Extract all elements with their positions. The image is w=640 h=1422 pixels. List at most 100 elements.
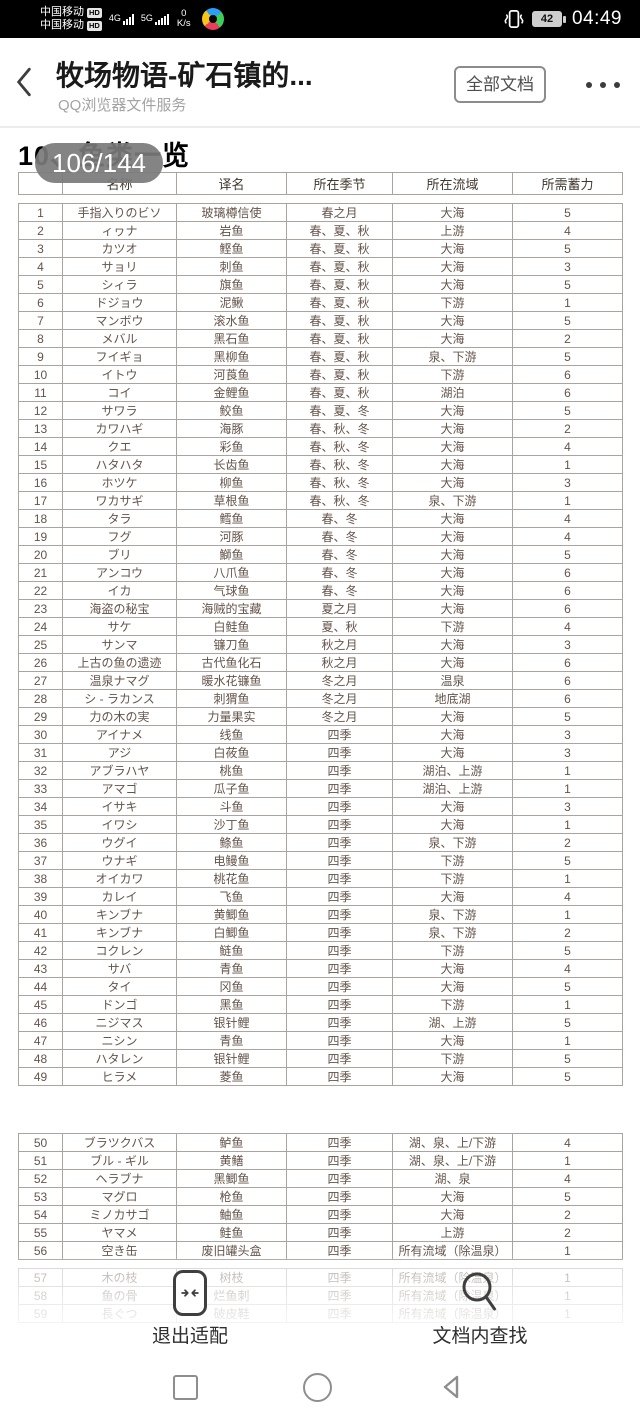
exit-fit-label: 退出适配 [151,1326,228,1347]
table-cell: 4 [512,1169,623,1188]
table-cell: 四季 [286,941,393,960]
table-cell: ウナギ [62,851,177,870]
table-row: 41 キンブナ 白鲫鱼 四季 泉、下游 2 [18,923,623,942]
table-cell: ドンゴ [62,995,177,1014]
table-cell: 四季 [286,959,393,978]
table-cell: 青鱼 [176,1031,287,1050]
table-row: 13 カワハギ 海豚 春、秋、冬 大海 2 [18,419,623,438]
table-cell: 冬之月 [286,689,393,708]
table-cell: 春、冬 [286,527,393,546]
table-cell: 春、秋、冬 [286,491,393,510]
table-cell: 1 [512,761,623,780]
table-cell: キンブナ [62,905,177,924]
table-row: 54 ミノカサゴ 鲉鱼 四季 大海 2 [18,1205,623,1224]
home-button[interactable] [303,1372,332,1402]
table-cell: 5 [512,1067,623,1086]
recents-button[interactable] [173,1374,198,1400]
table-cell: ブル - ギル [62,1151,177,1170]
table-cell: 地底湖 [392,689,513,708]
table-cell: 四季 [286,833,393,852]
table-cell: 春、夏、秋 [286,383,393,402]
back-button[interactable] [14,66,38,98]
table-cell: 33 [18,779,63,798]
table-cell: 春、秋、冬 [286,437,393,456]
table-cell: 彩鱼 [176,437,287,456]
table-cell: 42 [18,941,63,960]
table-cell: 镰刀鱼 [176,635,287,654]
table-cell: 上游 [392,1223,513,1242]
table-row: 20 ブリ 鰤鱼 春、冬 大海 5 [18,545,623,564]
table-cell: 2 [512,1223,623,1242]
table-cell: 四季 [286,1013,393,1032]
table-row: 30 アイナメ 线鱼 四季 大海 3 [18,725,623,744]
running-app-icon [201,8,224,30]
exit-fit-button[interactable]: 退出适配 [120,1270,260,1348]
table-cell: 大海 [392,203,513,222]
table-cell: アブラハヤ [62,761,177,780]
table-cell: カワハギ [62,419,177,438]
all-docs-button[interactable]: 全部文档 [454,66,546,103]
table-cell: 大海 [392,563,513,582]
carrier-labels: 中国移动 HD 中国移动 HD [40,6,102,32]
table-cell: 1 [512,905,623,924]
battery-percent: 42 [540,13,554,25]
table-cell: 14 [18,437,63,456]
table-cell: ニジマス [62,1013,177,1032]
table-cell: 玻璃樽信使 [176,203,287,222]
table-cell: 四季 [286,1049,393,1068]
table-cell: 3 [512,473,623,492]
table-cell: 四季 [286,1205,393,1224]
table-cell: 6 [18,293,63,312]
table-cell: イカ [62,581,177,600]
table-cell: 29 [18,707,63,726]
table-cell: ニシン [62,1031,177,1050]
table-cell: 10 [18,365,63,384]
table-cell: 5 [512,977,623,996]
table-cell: 春、夏、秋 [286,221,393,240]
table-row: 39 カレイ 飞鱼 四季 大海 4 [18,887,623,906]
table-header-row: 名称 译名 所在季节 所在流域 所需蓄力 [18,172,623,195]
table-cell: ヒラメ [62,1067,177,1086]
table-cell: 大海 [392,743,513,762]
table-cell: 秋之月 [286,635,393,654]
table-cell: 鲣鱼 [176,239,287,258]
table-cell: 2 [512,419,623,438]
table-row: 6 ドジョウ 泥鳅 春、夏、秋 下游 1 [18,293,623,312]
table-cell: 四季 [286,779,393,798]
table-cell: ドジョウ [62,293,177,312]
table-cell: 大海 [392,275,513,294]
find-in-doc-button[interactable]: 文档内查找 [400,1270,560,1348]
table-cell: 19 [18,527,63,546]
table-cell: 大海 [392,473,513,492]
table-cell: 21 [18,563,63,582]
back-nav-button[interactable] [437,1372,467,1402]
table-cell: カツオ [62,239,177,258]
more-options-button[interactable] [586,82,620,88]
table-cell: サケ [62,617,177,636]
table-cell: シィラ [62,275,177,294]
table-cell: 滚水鱼 [176,311,287,330]
table-cell: 刺鱼 [176,257,287,276]
table-cell: フグ [62,527,177,546]
table-cell: アイナメ [62,725,177,744]
table-cell: 冬之月 [286,707,393,726]
table-row: 43 サバ 青鱼 四季 大海 4 [18,959,623,978]
table-row: 42 コクレン 鲢鱼 四季 下游 5 [18,941,623,960]
table-cell: 四季 [286,851,393,870]
table-cell: 12 [18,401,63,420]
table-cell: 大海 [392,707,513,726]
table-cell: 四季 [286,995,393,1014]
table-cell: ホツケ [62,473,177,492]
table-cell: 线鱼 [176,725,287,744]
document-viewport[interactable]: 10、鱼类一览 106/144 名称 译名 所在季节 所在流域 所需蓄力 1手指… [0,128,640,1422]
table-cell: 春、夏、秋 [286,311,393,330]
table-cell: 春、夏、秋 [286,293,393,312]
table-cell: 6 [512,689,623,708]
table-cell: 4 [18,257,63,276]
table-cell: 大海 [392,509,513,528]
table-cell: 瓜子鱼 [176,779,287,798]
table-row: 35 イワシ 沙丁鱼 四季 大海 1 [18,815,623,834]
table-cell: 27 [18,671,63,690]
table-cell: 47 [18,1031,63,1050]
table-cell: 46 [18,1013,63,1032]
